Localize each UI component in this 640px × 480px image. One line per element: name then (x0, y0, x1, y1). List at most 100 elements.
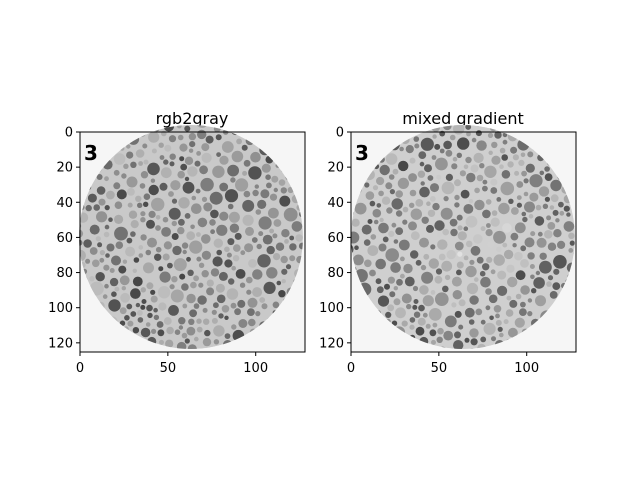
plate-dot (132, 268, 137, 273)
axis-ticks: 0 50 100 0 20 40 60 80 100 120 (319, 126, 539, 377)
plate-dot (157, 329, 165, 337)
plate-dot (189, 309, 198, 318)
plate-dot (549, 291, 558, 299)
plate-dot (529, 174, 543, 188)
plate-dot (546, 281, 552, 287)
plate-dot (247, 297, 258, 308)
plate-dot (529, 264, 535, 269)
plate-dot (409, 317, 416, 323)
plate-dot (216, 294, 226, 304)
plate-dot (151, 197, 165, 212)
plate-dot (79, 229, 84, 238)
plate-dot (468, 319, 475, 325)
plate-dot (552, 209, 559, 216)
plate-dot (104, 224, 110, 230)
plate-dot (177, 134, 184, 141)
plate-dot (275, 242, 285, 251)
plate-dot (474, 187, 480, 194)
plate-dot (256, 243, 262, 250)
plate-dot (201, 143, 210, 152)
plate-dot (273, 187, 278, 193)
plate-dot (502, 223, 512, 233)
plate-dot (529, 192, 539, 202)
plate-dot (216, 249, 222, 256)
plate-dot (491, 155, 501, 165)
plate-dot (418, 151, 427, 160)
plate-dot (420, 137, 434, 151)
plate-dot (137, 317, 144, 323)
plate-dot (254, 184, 259, 189)
plate-dot (126, 176, 138, 188)
plate-dot (197, 217, 208, 228)
plate-dot (427, 209, 436, 217)
plate-dot (408, 173, 417, 182)
plate-dot (89, 276, 95, 282)
plate-dot (211, 309, 217, 315)
plate-dot (463, 255, 469, 261)
plate-dot (499, 147, 506, 154)
plate-dot (434, 275, 443, 284)
plate-dot (387, 276, 395, 284)
plate-number-label: 3 (355, 141, 369, 165)
plate-dot (378, 222, 389, 234)
plate-dot (479, 270, 486, 277)
plate-dot (160, 167, 172, 179)
plate-dot (178, 197, 190, 209)
plate-dot (482, 179, 488, 185)
plate-dot (409, 157, 416, 164)
plate-dot (219, 211, 229, 221)
plate-dot (539, 170, 545, 176)
plate-dot (463, 226, 469, 231)
plate-dot (114, 286, 120, 292)
plate-dot (96, 186, 106, 195)
plate-dot (525, 163, 535, 173)
plate-dot (155, 215, 161, 220)
plate-dot (184, 156, 194, 165)
plate-dot (180, 163, 188, 171)
plate-dot (555, 218, 560, 223)
plate-dot (147, 312, 153, 319)
plate-dot (385, 311, 392, 318)
plate-dot (470, 164, 479, 173)
plate-dot (473, 152, 484, 163)
plate-dot (140, 211, 146, 217)
plate-dot (431, 339, 436, 345)
plate-dot (168, 135, 177, 143)
plate-dot (163, 317, 172, 325)
plate-dot (497, 270, 507, 280)
plate-dot (201, 196, 208, 202)
plate-dot (550, 179, 562, 192)
panel-mixed-gradient: mixed gradient 3 0 50 100 0 20 40 60 80 100 120 (319, 109, 577, 377)
plate-dot (502, 242, 508, 248)
plate-dot (130, 231, 136, 237)
y-tick-label: 60 (56, 231, 73, 246)
plate-dot (404, 276, 415, 287)
plate-dot (194, 160, 201, 167)
plate-dot (400, 256, 405, 262)
plate-dot (361, 224, 372, 235)
plate-dot (464, 307, 475, 318)
plate-dot (405, 145, 414, 154)
plate-dot (449, 134, 456, 141)
plate-dot (169, 153, 176, 160)
plate-dot (445, 149, 453, 157)
plate-dot (184, 176, 190, 182)
plate-dot (436, 336, 443, 343)
plate-dot (138, 161, 144, 166)
plate-dot (500, 181, 515, 196)
plate-dot (457, 225, 463, 231)
plate-dot (97, 242, 103, 248)
plate-dot (133, 257, 140, 263)
plate-dot (126, 144, 131, 149)
plate-dot (130, 220, 139, 229)
plate-dot (255, 311, 261, 317)
plate-dot (568, 232, 575, 239)
plate-dot (474, 277, 479, 282)
plate-dot (266, 182, 272, 189)
plate-dot (196, 151, 202, 156)
plate-dot (103, 264, 110, 271)
plate-dot (487, 132, 494, 138)
plate-dot (259, 297, 266, 303)
plate-dot (113, 182, 121, 190)
